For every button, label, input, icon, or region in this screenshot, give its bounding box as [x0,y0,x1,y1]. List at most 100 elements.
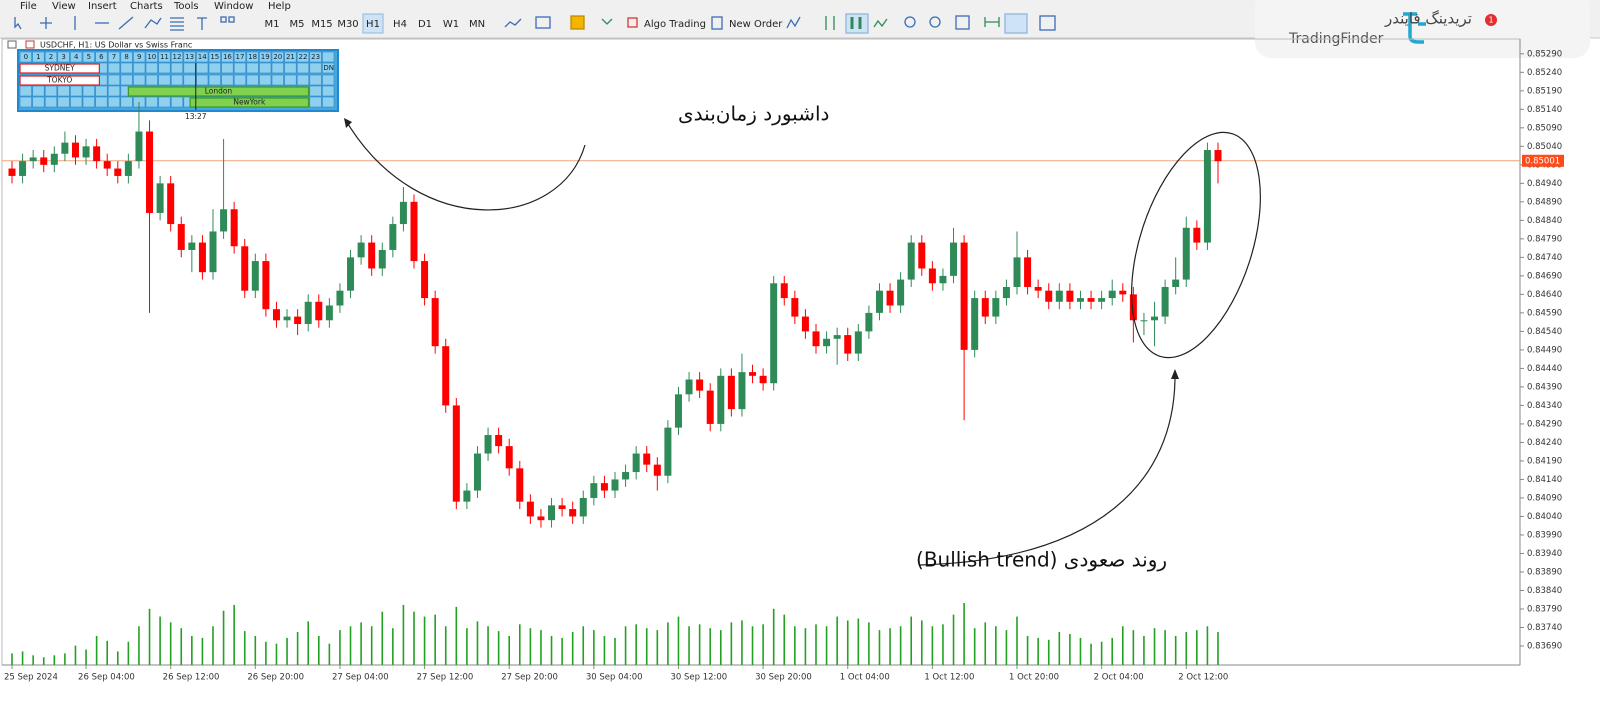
dashboard-cell [120,62,133,74]
menu-item[interactable]: Help [268,1,291,12]
y-tick-label: 0.85190 [1527,86,1562,96]
y-tick-label: 0.84440 [1527,364,1562,374]
dashboard-cell [296,62,310,74]
timeframe-button[interactable]: M30 [337,19,358,30]
shapes-icon[interactable] [220,16,227,23]
dashboard-cell [208,62,221,74]
x-tick-label: 26 Sep 12:00 [163,673,220,683]
dashboard-cell [107,96,121,108]
dashboard-cell [145,96,158,108]
menu-item[interactable]: Tools [173,1,199,12]
shift-icon[interactable] [1004,13,1028,34]
timeframe-button[interactable]: H1 [366,19,380,30]
y-tick-label: 0.84740 [1527,253,1562,263]
y-tick-label: 0.84690 [1527,271,1562,281]
hour-label: 1 [36,53,40,61]
indicator-icon[interactable] [786,16,801,29]
toolbar-button[interactable]: Algo Trading [644,19,706,30]
candle-body [452,405,460,502]
dashboard-cell [183,51,196,63]
algo-icon[interactable] [627,17,638,28]
candle-body [1034,286,1042,291]
hour-label: 6 [99,53,104,61]
y-tick-label: 0.84340 [1527,401,1562,411]
hour-label: 14 [198,53,207,61]
candle-body [262,261,270,310]
hour-label: 22 [299,53,308,61]
menu-item[interactable]: View [52,1,76,12]
session-label: London [205,87,233,96]
dashboard-cell [107,51,121,63]
hour-label: 2 [49,53,53,61]
candle-body [71,142,79,158]
market-icon[interactable] [570,15,585,30]
dashboard-cell [158,62,171,74]
candle-body [537,516,545,521]
timeframe-button[interactable]: W1 [443,19,459,30]
dashboard-cell [82,85,95,97]
candle-body [495,435,503,447]
dashboard-cell [133,51,146,63]
order-icon[interactable] [711,16,723,30]
hour-label: 7 [112,53,116,61]
dashboard-cell [246,51,259,63]
candle-body [19,161,27,176]
candles-icon[interactable] [845,13,869,34]
candle-body [1161,286,1169,317]
dashboard-cell [309,62,322,74]
cursor-icon[interactable] [14,17,22,30]
candle-body [389,224,397,250]
fibo-icon[interactable] [170,17,184,31]
zoom-out-icon[interactable] [929,16,941,28]
screenshot-icon[interactable] [1039,15,1056,31]
timeframe-button[interactable]: H4 [393,19,407,30]
candle-body [421,261,429,299]
candle-body [484,435,492,454]
x-tick-label: 1 Oct 04:00 [840,673,890,683]
candle-body [960,242,968,350]
timeframe-button[interactable]: M5 [290,19,305,30]
tile-icon[interactable] [955,15,970,30]
timeframe-button[interactable]: MN [469,19,485,30]
toolbar-button[interactable]: New Order [729,19,783,30]
trendline-icon[interactable] [118,16,134,30]
signals-icon[interactable] [601,18,613,25]
candle-body [1045,290,1053,302]
timeframe-button[interactable]: M15 [311,19,332,30]
menu-item[interactable]: Window [214,1,253,12]
y-tick-label: 0.83940 [1527,549,1562,559]
timeframe-button[interactable]: M1 [265,19,280,30]
autoscroll-icon[interactable] [984,17,1000,27]
candle-body [198,242,206,273]
menu-item[interactable]: File [20,1,37,12]
bars-icon[interactable] [825,16,835,30]
notification-badge[interactable] [1485,14,1497,26]
zoom-in-icon[interactable] [904,16,916,28]
timeframe-button[interactable]: D1 [418,19,432,30]
menu-item[interactable]: Charts [130,1,163,12]
channel-icon[interactable] [144,17,162,29]
hour-label: 10 [147,53,156,61]
candle-body [209,231,217,273]
line-icon[interactable] [873,18,888,28]
annotation-arrow [919,375,1176,566]
candle-body [1203,150,1211,243]
candle-body [272,309,280,321]
candle-body [791,298,799,317]
dashboard-cell [196,51,209,63]
dashboard-cell [70,96,83,108]
template-icon[interactable] [535,16,551,29]
shapes-icon[interactable] [228,16,235,23]
candle-body [685,379,693,395]
toolbar-icons [14,3,1559,34]
candle-body [875,290,883,313]
crosshair-icon[interactable] [40,17,52,29]
candle-body [40,157,48,165]
dashboard-cell [44,96,58,108]
dashboard-cell [296,74,310,86]
candle-body [8,168,16,176]
menu-item[interactable]: Insert [88,1,117,12]
text-icon[interactable] [197,17,207,30]
chart-type-icon[interactable] [504,18,522,28]
dashboard-cell [309,74,322,86]
